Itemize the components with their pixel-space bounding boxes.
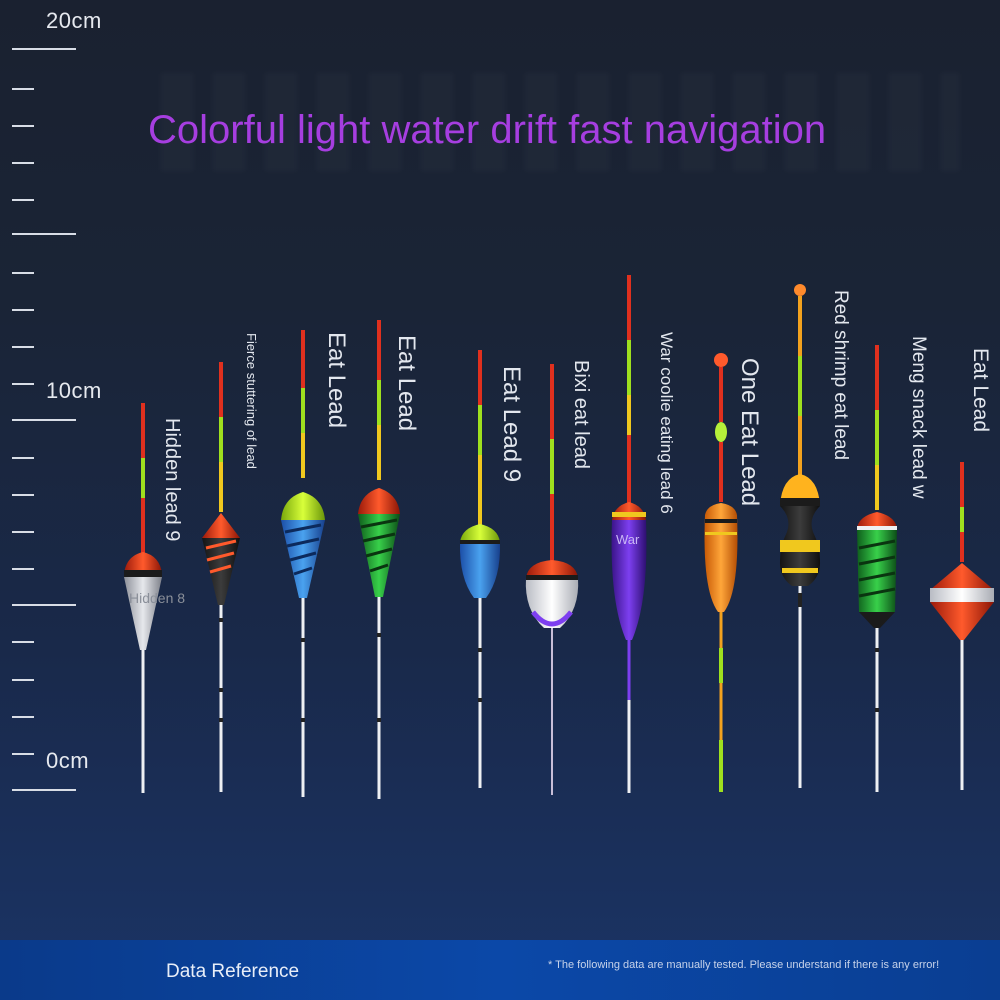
- float-label-1: Hidden lead 9: [161, 418, 183, 542]
- float-7: [611, 275, 647, 793]
- footer-disclaimer: * The following data are manually tested…: [548, 959, 940, 971]
- float-label-8: One Eat Lead: [736, 358, 763, 507]
- float-2: [202, 362, 240, 792]
- float-label-6: Bixi eat lead: [570, 360, 592, 469]
- ruler-label-10cm: 10cm: [46, 378, 102, 403]
- measuring-ruler: 20cm 10cm 0cm: [0, 0, 120, 800]
- ruler-tick: [12, 272, 34, 274]
- ruler-tick: [12, 346, 34, 348]
- float-1: [124, 403, 162, 793]
- background-ghost-text: [160, 72, 960, 172]
- footer-title: Data Reference: [166, 961, 300, 982]
- ruler-tick-20cm: [12, 48, 76, 50]
- ruler-tick: [12, 679, 34, 681]
- float-label-10: Meng snack lead w: [908, 336, 929, 499]
- ruler-tick: [12, 199, 34, 201]
- float-1-inner-text: Hidden 8: [129, 590, 186, 606]
- float-lineup: Hidden lead 9 Fierce stuttering of lead …: [124, 275, 994, 799]
- float-label-7: War coolie eating lead 6: [657, 332, 676, 514]
- float-label-9: Red shrimp eat lead: [830, 290, 851, 461]
- float-8: [704, 353, 738, 792]
- ruler-tick: [12, 531, 34, 533]
- ruler-tick: [12, 716, 34, 718]
- footer-bar: Data Reference * The following data are …: [0, 940, 1000, 1000]
- float-6: [525, 364, 579, 795]
- ruler-tick: [12, 604, 76, 606]
- float-7-inner-text: War: [616, 532, 640, 547]
- ruler-tick: [12, 88, 34, 90]
- float-10: [857, 345, 897, 792]
- ruler-tick: [12, 494, 34, 496]
- ruler-tick: [12, 383, 34, 385]
- float-11: [930, 462, 994, 790]
- float-4: [358, 320, 400, 799]
- headline: Colorful light water drift fast navigati…: [148, 108, 827, 152]
- ruler-tick: [12, 753, 34, 755]
- ruler-tick: [12, 309, 34, 311]
- ruler-tick: [12, 568, 34, 570]
- ruler-label-20cm: 20cm: [46, 8, 102, 33]
- float-label-4: Eat Lead: [393, 335, 420, 432]
- ruler-tick: [12, 233, 76, 235]
- float-3: [281, 330, 325, 797]
- float-label-2: Fierce stuttering of lead: [244, 333, 259, 469]
- ruler-tick-0cm: [12, 789, 76, 791]
- ruler-label-0cm: 0cm: [46, 748, 90, 773]
- ruler-tick: [12, 641, 34, 643]
- ruler-tick: [12, 457, 34, 459]
- ruler-tick: [12, 162, 34, 164]
- ruler-tick-10cm: [12, 419, 76, 421]
- float-5: [459, 350, 501, 788]
- float-illustrations: [124, 275, 994, 799]
- float-label-3: Eat Lead: [323, 332, 350, 429]
- float-9: [779, 284, 821, 788]
- float-label-5: Eat Lead 9: [498, 366, 525, 483]
- float-label-11: Eat Lead: [969, 348, 992, 433]
- ruler-tick: [12, 125, 34, 127]
